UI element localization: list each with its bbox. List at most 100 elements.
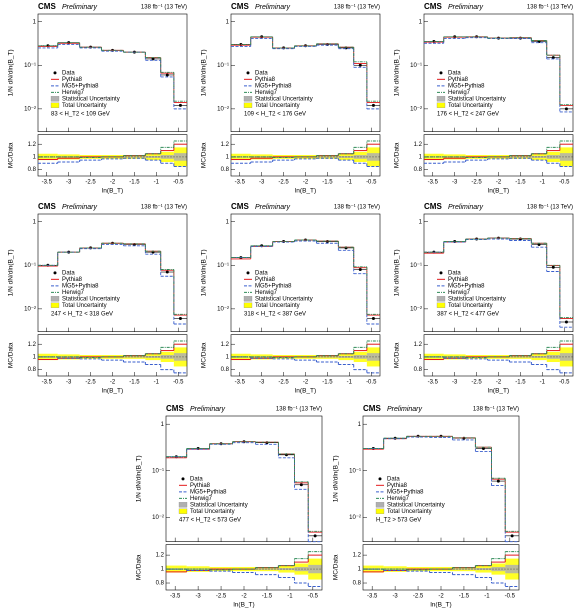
legend-label: MG5+Pythia8: [255, 283, 292, 289]
legend-label: Herwig7: [62, 90, 85, 96]
legend-label: Data: [255, 270, 268, 276]
lumi-label: 138 fb⁻¹ (13 TeV): [276, 407, 322, 413]
lumi-label: 138 fb⁻¹ (13 TeV): [527, 205, 573, 211]
lumi-label: 138 fb⁻¹ (13 TeV): [141, 5, 187, 11]
legend-label: Pythia8: [448, 277, 469, 283]
x-axis-label: ln(B_T): [430, 602, 451, 609]
data-point: [564, 320, 568, 324]
x-tick-label: -1: [347, 380, 353, 386]
x-tick-label: -2.5: [278, 180, 289, 186]
x-tick-label: -2: [303, 380, 309, 386]
x-tick-label: -0.5: [366, 380, 377, 386]
cms-label: CMS: [424, 202, 442, 211]
legend-marker: [439, 71, 443, 75]
region-label: 247 < H_T2 < 318 GeV: [51, 311, 113, 317]
ratio-y-tick-label: 1: [226, 355, 230, 361]
data-point: [510, 534, 514, 538]
legend-marker: [378, 477, 382, 481]
legend-label: Herwig7: [448, 290, 471, 296]
data-point: [371, 103, 375, 107]
y-tick-label: 10⁻¹: [24, 63, 36, 69]
legend-label: Statistical Uncertainty: [387, 502, 445, 508]
ratio-y-tick-label: 1: [358, 567, 362, 573]
x-tick-label: -1.5: [129, 380, 140, 386]
x-tick-label: -3.5: [42, 380, 53, 386]
legend-label: Herwig7: [255, 290, 278, 296]
x-tick-label: -1.5: [262, 594, 273, 600]
legend-swatch: [178, 508, 188, 514]
x-tick-label: -1: [540, 380, 546, 386]
data-point: [481, 447, 485, 451]
legend-label: Statistical Uncertainty: [255, 96, 313, 102]
ratio-y-axis-label: MC/Data: [333, 554, 340, 580]
ratio-y-tick-label: 1.2: [28, 142, 37, 148]
legend-label: Total Uncertainty: [255, 103, 300, 109]
legend-label: Data: [62, 70, 75, 76]
legend-label: Pythia8: [62, 277, 83, 283]
panel: CMS Preliminary 138 fb⁻¹ (13 TeV) 10⁻² 10⁻¹ 1…: [201, 2, 381, 195]
data-point: [178, 103, 182, 107]
x-axis-label: ln(B_T): [295, 188, 316, 195]
uncertainty-band: [383, 568, 407, 570]
lumi-label: 138 fb⁻¹ (13 TeV): [334, 5, 380, 11]
x-tick-label: -2.5: [85, 180, 96, 186]
legend-label: Pythia8: [255, 77, 276, 83]
cms-label: CMS: [231, 2, 249, 11]
data-point: [358, 268, 362, 272]
y-tick-label: 10⁻²: [24, 106, 36, 112]
ratio-y-tick-label: 1.2: [156, 553, 165, 559]
cms-label: CMS: [424, 2, 442, 11]
y-tick-label: 1: [226, 219, 230, 225]
region-label: 109 < H_T2 < 176 GeV: [244, 111, 306, 117]
x-tick-label: -3: [195, 594, 201, 600]
y-axis-label: 1/N dN/dln(B_T): [333, 455, 340, 502]
legend-label: Statistical Uncertainty: [448, 296, 506, 302]
y-tick-label: 10⁻²: [410, 106, 422, 112]
lumi-label: 138 fb⁻¹ (13 TeV): [527, 5, 573, 11]
x-axis-label: ln(B_T): [233, 602, 254, 609]
ratio-y-tick-label: 0.8: [221, 367, 230, 373]
y-tick-label: 1: [419, 219, 423, 225]
y-axis-label: 1/N dN/dln(B_T): [201, 249, 208, 296]
ratio-y-tick-label: 0.8: [156, 581, 165, 587]
legend-swatch: [50, 296, 60, 302]
preliminary-label: Preliminary: [448, 4, 484, 11]
legend-swatch: [436, 96, 446, 102]
y-axis-label: 1/N dN/dln(B_T): [394, 49, 401, 96]
legend-label: Total Uncertainty: [62, 303, 107, 309]
x-tick-label: -1.5: [515, 380, 526, 386]
legend-label: Total Uncertainty: [190, 509, 235, 515]
x-tick-label: -3.5: [42, 180, 53, 186]
ratio-y-tick-label: 1.2: [28, 342, 37, 348]
region-label: H_T2 > 573 GeV: [376, 517, 421, 523]
legend-label: MG5+Pythia8: [62, 83, 99, 89]
y-tick-label: 10⁻²: [152, 515, 164, 521]
x-axis-label: ln(B_T): [102, 388, 123, 395]
legend-swatch: [50, 96, 60, 102]
legend-label: Total Uncertainty: [387, 509, 432, 515]
data-point: [551, 265, 555, 269]
panel: CMS Preliminary 138 fb⁻¹ (13 TeV) 10⁻² 10⁻¹ 1…: [8, 2, 188, 195]
ratio-y-axis-label: MC/Data: [201, 142, 208, 168]
legend-label: Statistical Uncertainty: [255, 296, 313, 302]
x-tick-label: -1: [347, 180, 353, 186]
uncertainty-band: [186, 568, 210, 570]
legend-label: Total Uncertainty: [448, 103, 493, 109]
data-point: [165, 270, 169, 274]
legend-swatch: [243, 96, 253, 102]
y-tick-label: 10⁻¹: [24, 263, 36, 269]
ratio-y-axis-label: MC/Data: [8, 342, 15, 368]
legend-label: Pythia8: [255, 277, 276, 283]
uncertainty-band: [505, 564, 519, 574]
x-tick-label: -1.5: [322, 180, 333, 186]
cms-label: CMS: [166, 404, 184, 413]
x-tick-label: -2.5: [471, 380, 482, 386]
legend-swatch: [243, 296, 253, 302]
y-axis-label: 1/N dN/dln(B_T): [136, 455, 143, 502]
x-tick-label: -2: [110, 180, 116, 186]
y-tick-label: 1: [226, 19, 230, 25]
preliminary-label: Preliminary: [387, 406, 423, 413]
panel: CMS Preliminary 138 fb⁻¹ (13 TeV) 10⁻² 10⁻¹ 1…: [136, 404, 323, 609]
legend-swatch: [243, 302, 253, 308]
legend-label: Pythia8: [190, 483, 211, 489]
